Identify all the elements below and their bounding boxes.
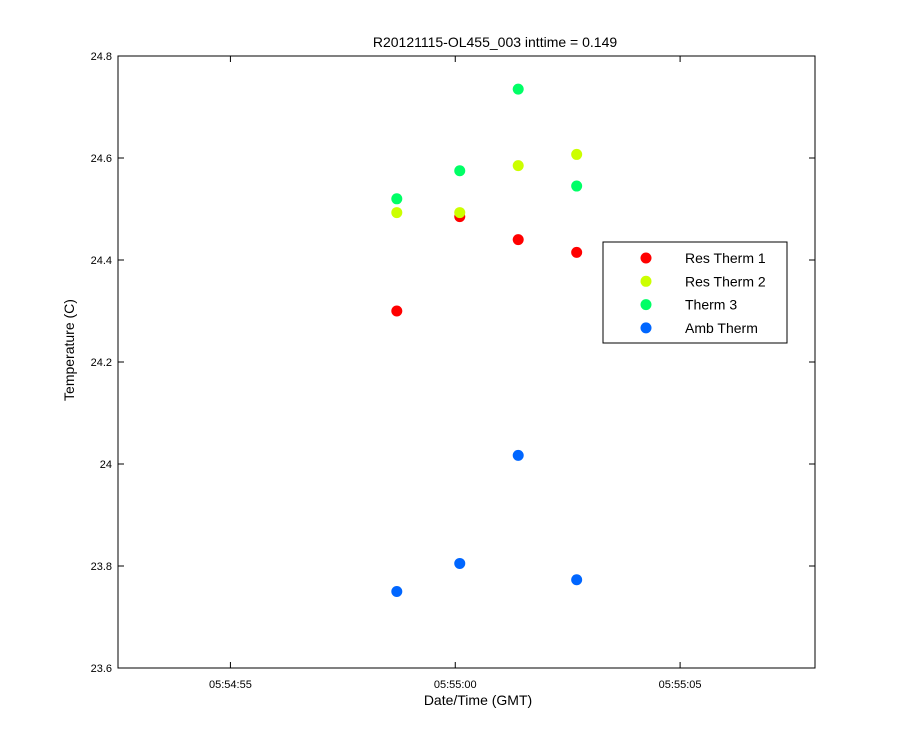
legend-marker bbox=[640, 275, 652, 287]
x-axis-label: Date/Time (GMT) bbox=[424, 692, 532, 708]
legend-label: Res Therm 2 bbox=[685, 273, 766, 289]
data-point bbox=[512, 234, 524, 246]
y-tick-label: 24 bbox=[100, 459, 112, 471]
data-point bbox=[391, 305, 403, 317]
data-point bbox=[571, 246, 583, 258]
legend-marker bbox=[640, 252, 652, 264]
x-tick-label: 05:54:55 bbox=[209, 679, 252, 691]
series-therm-3 bbox=[391, 83, 583, 205]
y-tick-label: 24.2 bbox=[91, 357, 112, 369]
legend-label: Res Therm 1 bbox=[685, 250, 766, 266]
data-point bbox=[512, 449, 524, 461]
x-tick-label: 05:55:00 bbox=[434, 679, 477, 691]
chart-title: R20121115-OL455_003 inttime = 0.149 bbox=[373, 34, 617, 50]
data-point bbox=[454, 165, 466, 177]
y-axis: 23.6 23.8 24 24.2 24.4 24.6 24.8 bbox=[91, 51, 815, 675]
x-axis: 05:54:55 05:55:00 05:55:05 bbox=[209, 56, 702, 691]
legend-marker bbox=[640, 299, 652, 311]
y-axis-label: Temperature (C) bbox=[61, 299, 77, 401]
legend-item: Amb Therm bbox=[640, 320, 758, 336]
data-point bbox=[571, 148, 583, 160]
data-point bbox=[571, 574, 583, 586]
plot-area bbox=[117, 55, 816, 669]
legend: Res Therm 1 Res Therm 2 Therm 3 Amb Therm bbox=[602, 241, 788, 344]
legend-marker bbox=[640, 322, 652, 334]
data-point bbox=[454, 557, 466, 569]
y-tick-label: 24.8 bbox=[91, 51, 112, 63]
legend-label: Therm 3 bbox=[685, 297, 737, 313]
data-point bbox=[512, 83, 524, 95]
y-tick-label: 23.8 bbox=[91, 561, 112, 573]
data-point bbox=[391, 207, 403, 219]
data-point bbox=[391, 586, 403, 597]
legend-item: Res Therm 1 bbox=[640, 250, 766, 266]
legend-item: Res Therm 2 bbox=[640, 273, 766, 289]
data-point bbox=[391, 193, 403, 205]
data-point bbox=[454, 207, 466, 219]
y-tick-label: 24.4 bbox=[91, 255, 112, 267]
series-amb-therm bbox=[391, 449, 583, 597]
legend-label: Amb Therm bbox=[685, 320, 758, 336]
data-point bbox=[512, 160, 524, 172]
y-tick-label: 24.6 bbox=[91, 153, 112, 165]
legend-item: Therm 3 bbox=[640, 297, 737, 313]
data-point bbox=[571, 180, 583, 192]
legend-box bbox=[602, 241, 788, 344]
data-points bbox=[391, 83, 583, 597]
series-res-therm-2 bbox=[391, 148, 583, 219]
y-tick-label: 23.6 bbox=[91, 663, 112, 675]
x-tick-label: 05:55:05 bbox=[659, 679, 702, 691]
